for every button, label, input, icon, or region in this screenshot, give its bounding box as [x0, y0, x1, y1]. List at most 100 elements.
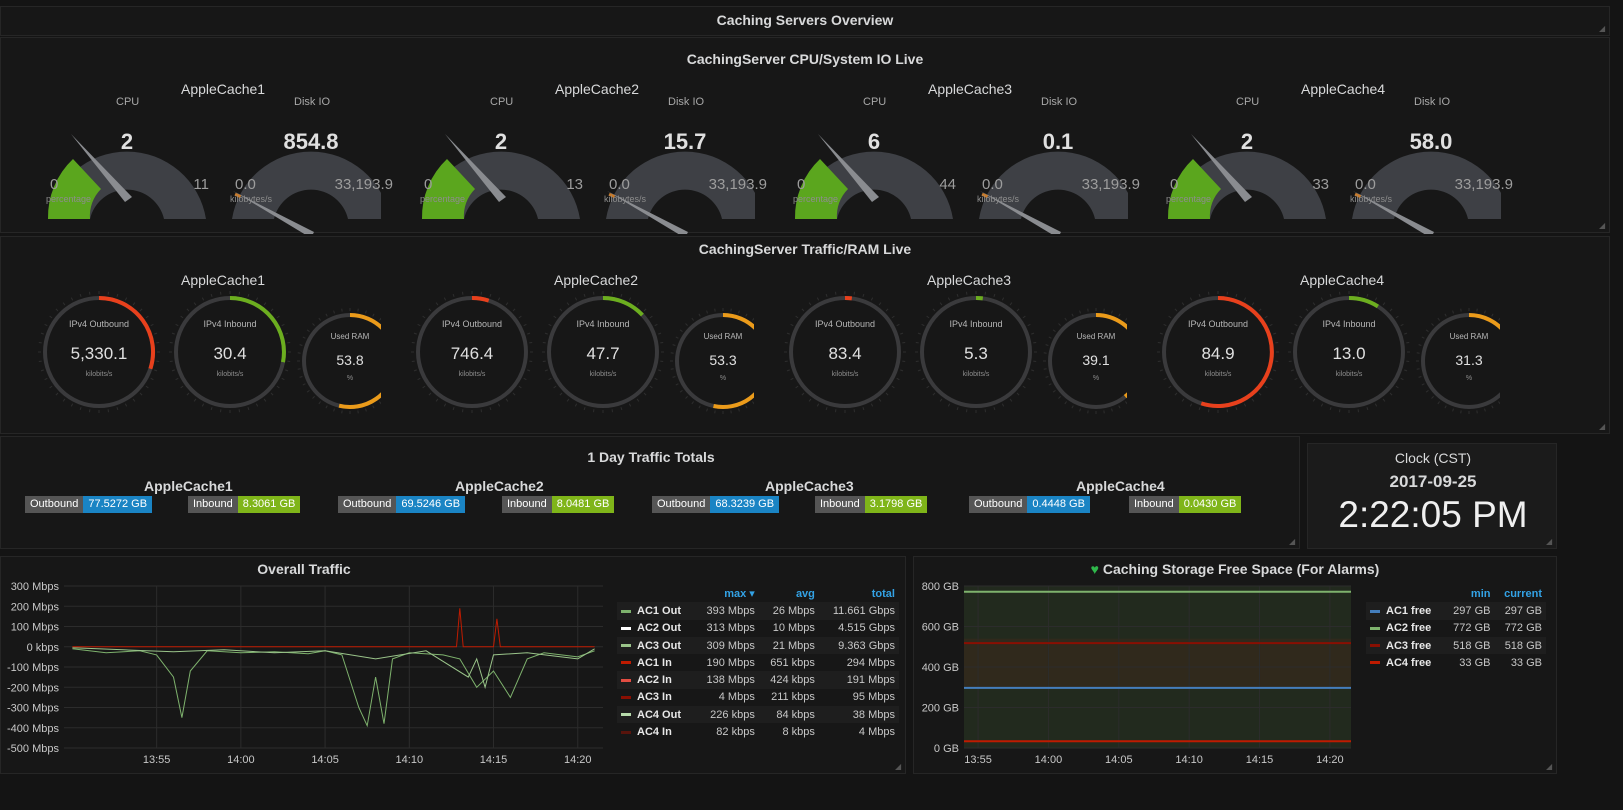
- cpu-gauge-fill: [421, 159, 475, 219]
- disk-label: Disk IO: [668, 96, 705, 108]
- legend-avg: 10 Mbps: [772, 622, 815, 635]
- outbound-ring: [1157, 291, 1279, 413]
- disk-gauge-needle: [1353, 191, 1434, 234]
- ram-label: Used RAM: [1449, 332, 1489, 341]
- server-name: AppleCache3: [927, 272, 1012, 288]
- y-tick-label: 600 GB: [922, 622, 959, 634]
- legend-row[interactable]: AC3 Out 309 Mbps 21 Mbps 9.363 Gbps: [617, 636, 899, 655]
- legend-row[interactable]: AC2 free 772 GB 772 GB: [1366, 620, 1546, 637]
- legend-series[interactable]: AC4 free: [1366, 654, 1444, 671]
- disk-max: 33,193.9: [1454, 176, 1513, 193]
- legend-series[interactable]: AC4 Out: [617, 706, 695, 724]
- legend-series[interactable]: AC2 In: [617, 671, 695, 689]
- legend-series[interactable]: AC1 In: [617, 654, 695, 671]
- cpu-gauge-needle: [71, 134, 132, 202]
- resize-handle-icon[interactable]: [1546, 538, 1554, 546]
- legend-avg: 21 Mbps: [758, 636, 819, 655]
- legend-header-current[interactable]: current: [1504, 587, 1542, 600]
- legend-row[interactable]: AC2 In 138 Mbps 424 kbps 191 Mbps: [617, 671, 899, 689]
- resize-handle-icon[interactable]: [895, 763, 903, 771]
- cpu-gauge-fill: [794, 159, 848, 219]
- resize-handle-icon[interactable]: [1599, 25, 1607, 33]
- legend-avg: 651 kbps: [770, 656, 815, 669]
- resize-handle-icon[interactable]: [1599, 423, 1607, 431]
- legend-total: 95 Mbps: [852, 691, 895, 704]
- legend-row[interactable]: AC4 Out 226 kbps 84 kbps 38 Mbps: [617, 706, 899, 724]
- ram-ring: [297, 308, 381, 414]
- disk-max: 33,193.9: [334, 176, 393, 193]
- resize-handle-icon[interactable]: [1289, 538, 1297, 546]
- resize-handle-icon[interactable]: [1546, 763, 1554, 771]
- legend-series[interactable]: AC3 Out: [617, 636, 695, 655]
- legend-series[interactable]: AC3 In: [617, 689, 695, 706]
- series-swatch: [621, 678, 631, 682]
- x-tick-label: 14:15: [480, 754, 508, 766]
- disk-value: 0.1: [1042, 129, 1074, 154]
- legend-header-max[interactable]: max ▾: [724, 588, 755, 601]
- legend-series[interactable]: AC4 In: [617, 723, 695, 740]
- inbound-ring: [915, 291, 1037, 413]
- inbound-unit: kilobits/s: [589, 371, 617, 378]
- legend-row[interactable]: AC1 Out 393 Mbps 26 Mbps 11.661 Gbps: [617, 602, 899, 620]
- legend-row[interactable]: AC4 free 33 GB 33 GB: [1366, 654, 1546, 671]
- outbound-label: IPv4 Outbound: [1187, 319, 1249, 329]
- legend-row[interactable]: AC1 In 190 Mbps 651 kbps 294 Mbps: [617, 654, 899, 671]
- outbound-badge-label: Outbound: [25, 496, 84, 513]
- cpu-gauge-needle: [818, 134, 879, 202]
- legend-header-min[interactable]: min: [1470, 587, 1491, 600]
- legend-series[interactable]: AC1 Out: [617, 602, 695, 620]
- inbound-badge-label: Inbound: [502, 496, 552, 513]
- ram-value: 31.3: [1455, 352, 1483, 368]
- cpu-label: CPU: [490, 96, 514, 108]
- traffic-chart[interactable]: 300 Mbps 200 Mbps 100 Mbps 0 kbps -100 Mbps -…: [1, 557, 611, 772]
- legend-current: 772 GB: [1504, 622, 1542, 635]
- inbound-badge-label: Inbound: [188, 496, 238, 513]
- legend-row[interactable]: AC1 free 297 GB 297 GB: [1366, 602, 1546, 620]
- legend-series[interactable]: AC2 Out: [617, 620, 695, 637]
- legend-row[interactable]: AC3 In 4 Mbps 211 kbps 95 Mbps: [617, 689, 899, 706]
- legend-series[interactable]: AC3 free: [1366, 636, 1444, 655]
- disk-gauge-needle: [980, 191, 1061, 234]
- legend-row[interactable]: AC4 In 82 kbps 8 kbps 4 Mbps: [617, 723, 899, 740]
- cpu-value: 6: [867, 129, 881, 154]
- inbound-badge: Inbound 8.0481 GB: [502, 496, 615, 513]
- x-tick-label: 14:05: [311, 754, 339, 766]
- legend-header-total[interactable]: total: [871, 587, 895, 600]
- cpu-min: 0: [1170, 176, 1179, 193]
- legend-header-avg[interactable]: avg: [795, 587, 815, 600]
- legend-row[interactable]: AC3 free 518 GB 518 GB: [1366, 636, 1546, 655]
- legend-series-name: AC3 Out: [637, 639, 681, 652]
- legend-series-name: AC1 In: [637, 656, 672, 669]
- series-line-ac1-in: [72, 608, 595, 648]
- disk-min: 0.0: [235, 176, 256, 193]
- legend-max: 138 Mbps: [694, 671, 759, 689]
- cpu-max: 44: [939, 176, 956, 193]
- legend-series[interactable]: AC1 free: [1366, 602, 1444, 620]
- inbound-ring: [169, 291, 291, 413]
- resize-handle-icon[interactable]: [1599, 222, 1607, 230]
- disk-gauge-needle: [233, 191, 314, 234]
- outbound-badge: Outbound 69.5246 GB: [338, 496, 466, 513]
- ram-label: Used RAM: [1076, 332, 1116, 341]
- y-tick-label: 300 Mbps: [11, 581, 60, 593]
- totals-panel: 1 Day Traffic Totals AppleCache1 Outboun…: [0, 436, 1300, 549]
- cpu-gauge-needle: [445, 134, 506, 202]
- legend-series[interactable]: AC2 free: [1366, 620, 1444, 637]
- legend-series-name: AC4 Out: [637, 708, 681, 721]
- storage-chart[interactable]: 800 GB 600 GB 400 GB 200 GB 0 GB 13:55 14:00 14…: [914, 557, 1359, 772]
- y-tick-label: 400 GB: [922, 662, 959, 674]
- series-swatch: [1370, 661, 1380, 665]
- cpu-unit: percentage: [793, 194, 839, 204]
- cpu-max: 33: [1312, 176, 1329, 193]
- ram-unit: %: [1092, 375, 1100, 382]
- server-name: AppleCache3: [928, 81, 1013, 97]
- x-tick-label: 14:10: [1175, 754, 1203, 766]
- disk-gauge-fill: [234, 192, 242, 199]
- legend-row[interactable]: AC2 Out 313 Mbps 10 Mbps 4.515 Gbps: [617, 620, 899, 637]
- inbound-unit: kilobits/s: [1335, 371, 1363, 378]
- disk-gauge-fill: [608, 192, 616, 199]
- x-tick-label: 14:20: [564, 754, 592, 766]
- legend-avg: 84 kbps: [758, 706, 819, 724]
- outbound-ring: [784, 291, 906, 413]
- ring-svg: [38, 291, 381, 414]
